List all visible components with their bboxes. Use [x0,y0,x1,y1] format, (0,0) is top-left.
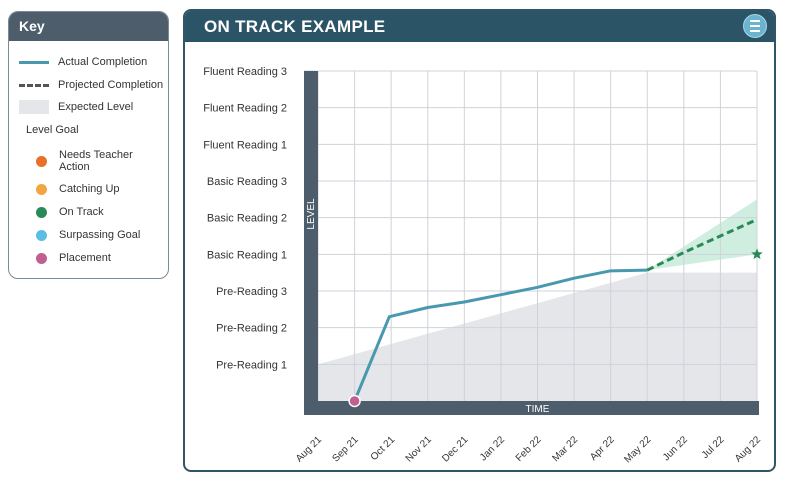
y-axis-label: LEVEL [306,198,317,230]
x-tick-label: Jun 22 [661,434,690,463]
y-tick-label: Pre-Reading 1 [216,359,287,371]
legend-projected-label: Projected Completion [58,79,164,91]
projected-dash-swatch [19,83,49,87]
x-tick-label: Sep 21 [331,434,361,464]
y-tick-label: Basic Reading 2 [207,213,287,225]
y-tick-label: Fluent Reading 2 [203,103,287,115]
orange-dot-icon [36,155,47,167]
legend-needs-teacher-action: Needs Teacher Action [19,149,139,173]
legend-actual: Actual Completion [19,56,147,68]
y-tick-label: Basic Reading 3 [207,176,287,188]
legend-placement-label: Placement [59,252,111,264]
key-panel: Key Actual Completion Projected Completi… [8,11,169,279]
x-tick-label: Nov 21 [404,434,434,464]
legend-catching-up: Catching Up [19,183,120,195]
yellow-dot-icon [36,183,47,195]
x-tick-label: Jul 22 [700,434,727,461]
projection-band [647,199,757,271]
y-axis-bar [304,71,318,415]
y-tick-label: Basic Reading 1 [207,249,287,261]
legend-projected: Projected Completion [19,79,163,91]
level-goal-title: Level Goal [26,124,79,136]
key-title: Key [9,12,168,41]
actual-completion-line [353,268,648,402]
actual-line-swatch [19,60,49,64]
legend-actual-label: Actual Completion [58,56,148,68]
y-tick-label: Fluent Reading 3 [203,66,287,78]
x-tick-label: Aug 21 [294,434,324,464]
y-tick-label: Pre-Reading 2 [216,323,287,335]
x-tick-label: Dec 21 [440,434,470,464]
x-axis-bar [318,401,759,415]
x-tick-label: Jan 22 [478,434,507,463]
x-tick-label: May 22 [622,434,653,465]
blue-dot-icon [36,229,47,241]
legend-on-track: On Track [19,206,104,218]
x-tick-label: Aug 22 [733,434,763,464]
x-tick-label: Feb 22 [514,434,544,464]
x-tick-label: Mar 22 [550,434,580,464]
settings-sliders-icon[interactable] [743,14,767,38]
legend-catching-up-label: Catching Up [59,183,120,195]
expected-box-swatch [19,100,49,114]
x-tick-label: Oct 21 [369,434,398,463]
legend-surpassing-goal-label: Surpassing Goal [59,229,141,241]
legend-expected-label: Expected Level [58,101,134,113]
legend-expected: Expected Level [19,100,133,114]
level-goal-star-icon [751,248,763,260]
legend-on-track-label: On Track [59,206,104,218]
pink-dot-icon [36,252,47,264]
chart-title: ON TRACK EXAMPLE [185,11,774,42]
x-tick-label: Apr 22 [588,434,617,463]
y-tick-label: Fluent Reading 1 [203,139,287,151]
green-dot-icon [36,206,47,218]
legend-surpassing-goal: Surpassing Goal [19,229,140,241]
projected-completion-line [646,218,758,272]
legend-needs-teacher-action-label: Needs Teacher Action [59,149,133,173]
placement-marker [348,394,361,408]
legend-placement: Placement [19,252,111,264]
x-axis-label: TIME [526,404,550,415]
y-tick-label: Pre-Reading 3 [216,286,287,298]
